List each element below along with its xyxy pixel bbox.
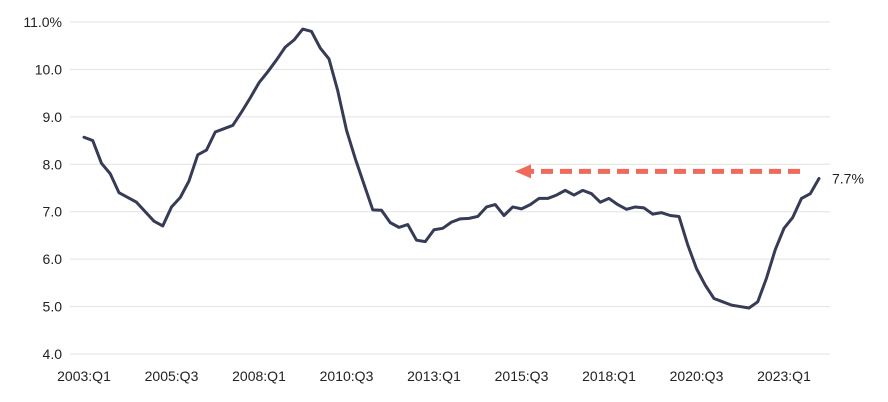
- y-tick-label: 6.0: [43, 251, 63, 267]
- y-tick-label: 10.0: [35, 61, 62, 77]
- x-tick-label: 2018:Q1: [582, 368, 636, 384]
- y-tick-label: 7.0: [43, 204, 63, 220]
- annotation-layer: 7.7%: [515, 164, 864, 187]
- x-tick-label: 2013:Q1: [407, 368, 461, 384]
- series-layer: [82, 27, 821, 310]
- y-tick-label: 8.0: [43, 156, 63, 172]
- gridlines: [70, 21, 830, 355]
- y-tick-label: 9.0: [43, 109, 63, 125]
- x-tick-label: 2023:Q1: [757, 368, 811, 384]
- end-value-label: 7.7%: [832, 171, 864, 187]
- x-tick-label: 2020:Q3: [670, 368, 724, 384]
- x-tick-label: 2008:Q1: [232, 368, 286, 384]
- x-tick-label: 2005:Q3: [145, 368, 199, 384]
- x-axis-ticks: 2003:Q1 2005:Q3 2008:Q1 2010:Q3 2013:Q1 2015:…: [57, 368, 811, 384]
- arrow-head: [515, 164, 531, 179]
- y-tick-label: 5.0: [43, 299, 63, 315]
- y-tick-label: 4.0: [43, 346, 63, 362]
- y-tick-label: 11.0%: [23, 14, 62, 30]
- x-tick-label: 2010:Q3: [320, 368, 374, 384]
- x-tick-label: 2003:Q1: [57, 368, 111, 384]
- y-axis-ticks: 4.0 5.0 6.0 7.0 8.0 9.0 10.0 11.0%: [23, 14, 62, 362]
- x-tick-label: 2015:Q3: [495, 368, 549, 384]
- series-line: [82, 27, 821, 310]
